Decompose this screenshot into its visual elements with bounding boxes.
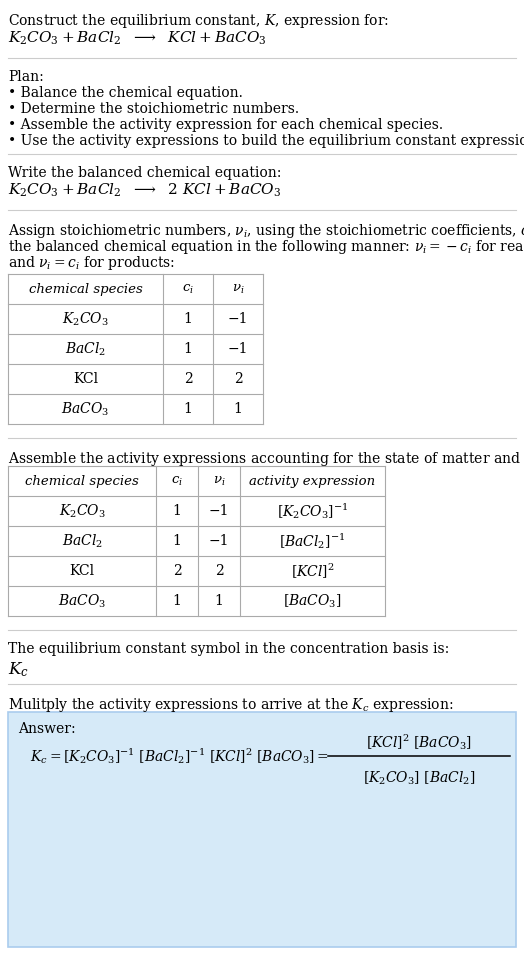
Text: $\nu_i$: $\nu_i$ [232, 282, 244, 296]
Text: Answer:: Answer: [18, 722, 75, 736]
Text: $K_c$: $K_c$ [8, 660, 29, 679]
Text: KCl: KCl [73, 372, 98, 386]
Text: 1: 1 [183, 342, 192, 356]
Text: $c_i$: $c_i$ [182, 282, 194, 296]
Text: Plan:: Plan: [8, 70, 43, 84]
Text: $K_2CO_3$: $K_2CO_3$ [62, 310, 109, 327]
Text: $BaCl_2$: $BaCl_2$ [65, 341, 106, 358]
Text: −1: −1 [228, 312, 248, 326]
Text: 1: 1 [214, 594, 223, 608]
Text: 1: 1 [172, 534, 181, 548]
Text: 1: 1 [172, 594, 181, 608]
Text: 2: 2 [215, 564, 223, 578]
Text: chemical species: chemical species [29, 282, 143, 296]
Text: activity expression: activity expression [249, 475, 376, 487]
Text: $[KCl]^2\ [BaCO_3]$: $[KCl]^2\ [BaCO_3]$ [366, 732, 472, 752]
Text: Mulitply the activity expressions to arrive at the $K_c$ expression:: Mulitply the activity expressions to arr… [8, 696, 453, 714]
Text: Construct the equilibrium constant, $K$, expression for:: Construct the equilibrium constant, $K$,… [8, 12, 389, 30]
Text: 1: 1 [234, 402, 243, 416]
Text: $K_2CO_3 + BaCl_2$  $\longrightarrow$  $2\ KCl + BaCO_3$: $K_2CO_3 + BaCl_2$ $\longrightarrow$ $2\… [8, 182, 281, 199]
Text: 2: 2 [172, 564, 181, 578]
Text: Write the balanced chemical equation:: Write the balanced chemical equation: [8, 166, 281, 180]
Text: $c_i$: $c_i$ [171, 475, 183, 487]
Text: • Use the activity expressions to build the equilibrium constant expression.: • Use the activity expressions to build … [8, 134, 524, 148]
Text: $BaCO_3$: $BaCO_3$ [58, 592, 106, 610]
Text: 2: 2 [183, 372, 192, 386]
Text: 2: 2 [234, 372, 243, 386]
Text: Assign stoichiometric numbers, $\nu_i$, using the stoichiometric coefficients, $: Assign stoichiometric numbers, $\nu_i$, … [8, 222, 524, 240]
Text: $[KCl]^2$: $[KCl]^2$ [291, 562, 334, 581]
Text: $[K_2CO_3]\ [BaCl_2]$: $[K_2CO_3]\ [BaCl_2]$ [363, 770, 475, 788]
Text: Assemble the activity expressions accounting for the state of matter and $\nu_i$: Assemble the activity expressions accoun… [8, 450, 524, 468]
Text: −1: −1 [228, 342, 248, 356]
Text: $BaCl_2$: $BaCl_2$ [61, 532, 103, 549]
Text: • Balance the chemical equation.: • Balance the chemical equation. [8, 86, 243, 100]
Text: $K_c = [K_2CO_3]^{-1}\ [BaCl_2]^{-1}\ [KCl]^2\ [BaCO_3] = $: $K_c = [K_2CO_3]^{-1}\ [BaCl_2]^{-1}\ [K… [30, 746, 329, 766]
Text: • Assemble the activity expression for each chemical species.: • Assemble the activity expression for e… [8, 118, 443, 132]
Text: and $\nu_i = c_i$ for products:: and $\nu_i = c_i$ for products: [8, 254, 175, 272]
Text: $[BaCO_3]$: $[BaCO_3]$ [283, 592, 342, 610]
Text: $K_2CO_3 + BaCl_2$  $\longrightarrow$  $KCl + BaCO_3$: $K_2CO_3 + BaCl_2$ $\longrightarrow$ $KC… [8, 30, 267, 48]
Text: −1: −1 [209, 504, 230, 518]
Text: $[K_2CO_3]^{-1}$: $[K_2CO_3]^{-1}$ [277, 501, 348, 521]
Text: $K_2CO_3$: $K_2CO_3$ [59, 502, 105, 520]
Text: chemical species: chemical species [25, 475, 139, 487]
Text: 1: 1 [183, 312, 192, 326]
Text: −1: −1 [209, 534, 230, 548]
Text: 1: 1 [172, 504, 181, 518]
Text: $[BaCl_2]^{-1}$: $[BaCl_2]^{-1}$ [279, 531, 345, 551]
Text: KCl: KCl [70, 564, 94, 578]
Text: The equilibrium constant symbol in the concentration basis is:: The equilibrium constant symbol in the c… [8, 642, 449, 656]
Text: $BaCO_3$: $BaCO_3$ [61, 400, 110, 417]
Text: • Determine the stoichiometric numbers.: • Determine the stoichiometric numbers. [8, 102, 299, 116]
Text: 1: 1 [183, 402, 192, 416]
Text: the balanced chemical equation in the following manner: $\nu_i = -c_i$ for react: the balanced chemical equation in the fo… [8, 238, 524, 256]
Text: $\nu_i$: $\nu_i$ [213, 475, 225, 487]
FancyBboxPatch shape [8, 712, 516, 947]
